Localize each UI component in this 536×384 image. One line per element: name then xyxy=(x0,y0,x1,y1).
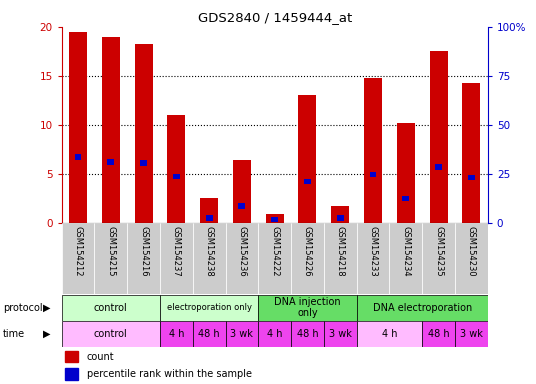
Bar xyxy=(299,95,316,223)
Text: count: count xyxy=(87,352,114,362)
Bar xyxy=(65,368,78,379)
Bar xyxy=(94,223,127,294)
Bar xyxy=(160,295,258,321)
Text: GSM154215: GSM154215 xyxy=(106,225,115,276)
Bar xyxy=(324,223,356,294)
Bar xyxy=(226,321,258,347)
Bar xyxy=(65,351,78,362)
Bar xyxy=(226,223,258,294)
Bar xyxy=(390,223,422,294)
Bar xyxy=(324,321,356,347)
Text: GSM154236: GSM154236 xyxy=(237,225,247,276)
Bar xyxy=(266,214,284,223)
Bar xyxy=(370,172,376,177)
Bar xyxy=(291,321,324,347)
Bar xyxy=(233,160,251,223)
Bar xyxy=(455,223,488,294)
Text: ▶: ▶ xyxy=(43,303,51,313)
Text: GSM154233: GSM154233 xyxy=(369,225,377,276)
Text: 3 wk: 3 wk xyxy=(329,329,352,339)
Text: GSM154238: GSM154238 xyxy=(205,225,214,276)
Text: 3 wk: 3 wk xyxy=(230,329,254,339)
Text: DNA injection
only: DNA injection only xyxy=(274,297,341,318)
Text: protocol: protocol xyxy=(3,303,42,313)
Text: 4 h: 4 h xyxy=(382,329,397,339)
Bar xyxy=(160,223,193,294)
Text: 48 h: 48 h xyxy=(428,329,449,339)
Text: GSM154216: GSM154216 xyxy=(139,225,148,276)
Bar xyxy=(435,164,442,170)
Bar xyxy=(69,32,87,223)
Text: 3 wk: 3 wk xyxy=(460,329,483,339)
Bar xyxy=(403,195,410,201)
Text: electroporation only: electroporation only xyxy=(167,303,251,312)
Bar xyxy=(107,159,114,165)
Text: GDS2840 / 1459444_at: GDS2840 / 1459444_at xyxy=(198,12,352,25)
Bar xyxy=(468,175,475,180)
Bar xyxy=(62,295,160,321)
Bar xyxy=(239,204,245,209)
Text: ▶: ▶ xyxy=(43,329,51,339)
Bar xyxy=(200,198,218,223)
Bar xyxy=(356,295,488,321)
Bar xyxy=(271,217,278,222)
Text: GSM154234: GSM154234 xyxy=(401,225,411,276)
Bar xyxy=(193,223,226,294)
Text: 4 h: 4 h xyxy=(267,329,282,339)
Text: 48 h: 48 h xyxy=(198,329,220,339)
Text: GSM154222: GSM154222 xyxy=(270,225,279,276)
Bar xyxy=(331,206,349,223)
Bar xyxy=(258,321,291,347)
Bar xyxy=(173,174,180,179)
Text: GSM154226: GSM154226 xyxy=(303,225,312,276)
Bar xyxy=(422,223,455,294)
Bar xyxy=(304,179,311,184)
Bar xyxy=(62,321,160,347)
Text: 48 h: 48 h xyxy=(296,329,318,339)
Bar xyxy=(160,321,193,347)
Bar xyxy=(291,223,324,294)
Bar xyxy=(356,223,390,294)
Bar xyxy=(429,51,448,223)
Bar xyxy=(140,160,147,166)
Bar xyxy=(356,321,422,347)
Bar xyxy=(62,223,94,294)
Bar xyxy=(167,115,185,223)
Text: GSM154212: GSM154212 xyxy=(73,225,83,276)
Text: 4 h: 4 h xyxy=(169,329,184,339)
Bar xyxy=(127,223,160,294)
Bar xyxy=(258,223,291,294)
Text: GSM154218: GSM154218 xyxy=(336,225,345,276)
Text: control: control xyxy=(94,329,128,339)
Bar xyxy=(337,215,344,220)
Text: GSM154237: GSM154237 xyxy=(172,225,181,276)
Text: control: control xyxy=(94,303,128,313)
Text: GSM154230: GSM154230 xyxy=(467,225,476,276)
Bar xyxy=(102,36,120,223)
Bar xyxy=(455,321,488,347)
Text: percentile rank within the sample: percentile rank within the sample xyxy=(87,369,252,379)
Bar xyxy=(422,321,455,347)
Bar xyxy=(75,154,81,160)
Bar xyxy=(463,83,480,223)
Bar xyxy=(397,123,415,223)
Text: GSM154235: GSM154235 xyxy=(434,225,443,276)
Bar xyxy=(364,78,382,223)
Text: time: time xyxy=(3,329,25,339)
Bar xyxy=(206,215,213,220)
Bar xyxy=(258,295,356,321)
Bar xyxy=(193,321,226,347)
Bar xyxy=(135,43,153,223)
Text: DNA electroporation: DNA electroporation xyxy=(373,303,472,313)
